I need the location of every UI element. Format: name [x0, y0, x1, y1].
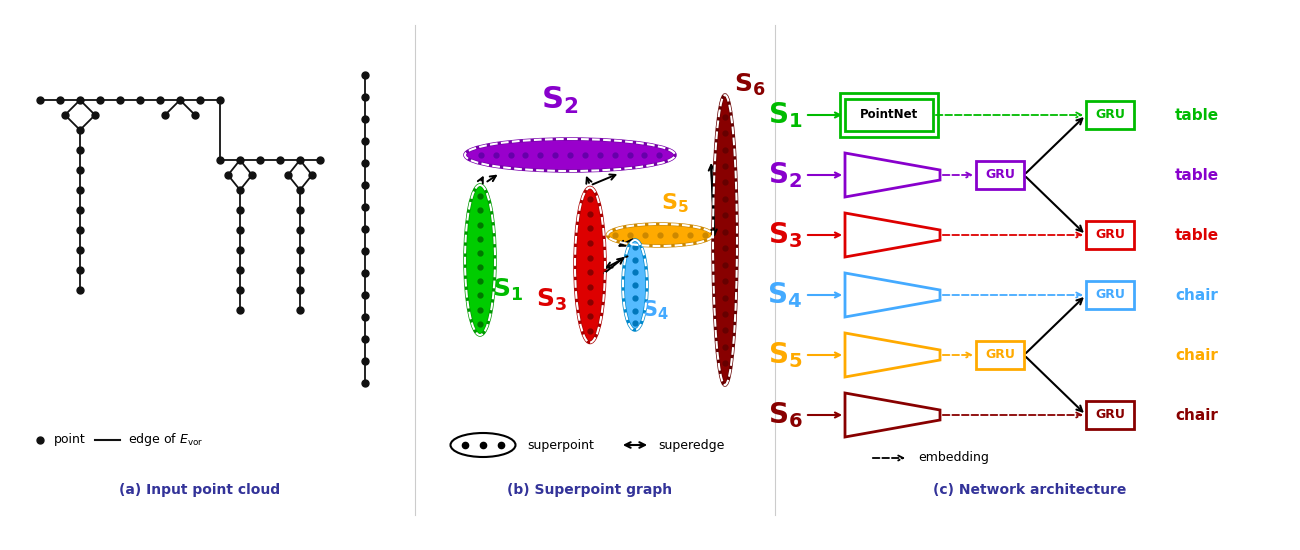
Text: $\mathbf{S_2}$: $\mathbf{S_2}$: [541, 85, 578, 116]
Text: $\mathbf{S_2}$: $\mathbf{S_2}$: [768, 160, 802, 190]
Text: GRU: GRU: [1095, 289, 1124, 301]
Text: $\mathbf{S_5}$: $\mathbf{S_5}$: [662, 191, 689, 215]
Text: chair: chair: [1175, 288, 1218, 303]
Text: $\mathbf{S_6}$: $\mathbf{S_6}$: [767, 400, 802, 430]
Text: $\mathbf{S_1}$: $\mathbf{S_1}$: [768, 100, 802, 130]
FancyBboxPatch shape: [845, 99, 933, 131]
FancyBboxPatch shape: [1086, 101, 1134, 129]
Text: table: table: [1175, 107, 1219, 123]
FancyBboxPatch shape: [1086, 281, 1134, 309]
Text: PointNet: PointNet: [859, 108, 918, 122]
Ellipse shape: [623, 240, 647, 330]
Text: GRU: GRU: [1095, 409, 1124, 421]
Ellipse shape: [575, 188, 604, 343]
Text: chair: chair: [1175, 348, 1218, 362]
Text: $\mathbf{S_1}$: $\mathbf{S_1}$: [493, 277, 524, 303]
Text: edge of $E_{\rm vor}$: edge of $E_{\rm vor}$: [127, 432, 203, 448]
Text: GRU: GRU: [1095, 228, 1124, 241]
Text: (b) Superpoint graph: (b) Superpoint graph: [507, 483, 672, 497]
FancyBboxPatch shape: [976, 161, 1024, 189]
Polygon shape: [845, 393, 940, 437]
Text: (c) Network architecture: (c) Network architecture: [933, 483, 1127, 497]
Text: GRU: GRU: [985, 168, 1015, 182]
Ellipse shape: [465, 185, 495, 335]
Ellipse shape: [712, 95, 737, 385]
Ellipse shape: [607, 224, 712, 246]
Text: $\mathbf{S_4}$: $\mathbf{S_4}$: [767, 280, 802, 310]
Text: superpoint: superpoint: [526, 438, 594, 452]
Polygon shape: [845, 213, 940, 257]
Polygon shape: [845, 153, 940, 197]
Text: $\mathbf{S_6}$: $\mathbf{S_6}$: [734, 72, 766, 98]
Text: point: point: [55, 433, 86, 447]
Text: $\mathbf{S_5}$: $\mathbf{S_5}$: [768, 340, 802, 370]
Text: table: table: [1175, 228, 1219, 243]
Text: chair: chair: [1175, 408, 1218, 422]
Polygon shape: [845, 333, 940, 377]
FancyBboxPatch shape: [1086, 401, 1134, 429]
Polygon shape: [845, 273, 940, 317]
Text: GRU: GRU: [985, 349, 1015, 361]
Text: GRU: GRU: [1095, 108, 1124, 122]
FancyBboxPatch shape: [976, 341, 1024, 369]
Text: (a) Input point cloud: (a) Input point cloud: [120, 483, 281, 497]
Text: $\mathbf{S_4}$: $\mathbf{S_4}$: [642, 298, 668, 322]
Ellipse shape: [465, 139, 675, 171]
Text: table: table: [1175, 168, 1219, 183]
FancyBboxPatch shape: [1086, 221, 1134, 249]
Text: embedding: embedding: [918, 452, 989, 465]
Text: superedge: superedge: [658, 438, 724, 452]
Text: $\mathbf{S_3}$: $\mathbf{S_3}$: [537, 287, 568, 313]
Text: $\mathbf{S_3}$: $\mathbf{S_3}$: [768, 220, 802, 250]
